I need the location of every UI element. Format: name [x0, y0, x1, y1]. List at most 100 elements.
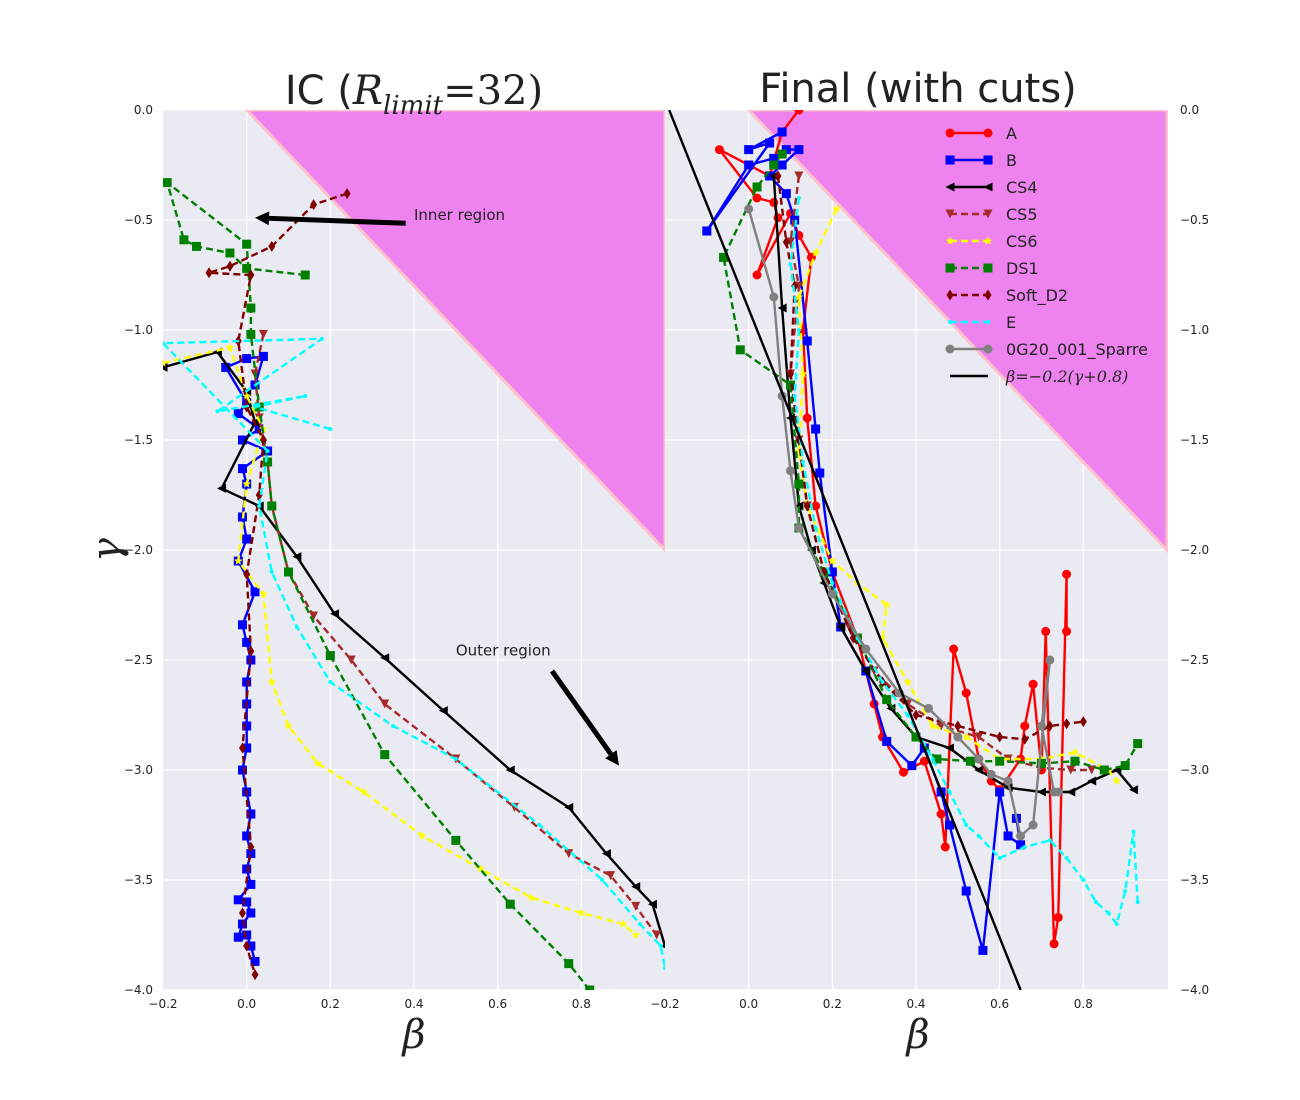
data-point: [246, 908, 256, 918]
data-point: [978, 945, 988, 955]
data-point: [250, 956, 260, 966]
data-point: [247, 645, 255, 657]
data-point: [259, 434, 267, 446]
data-point: [769, 197, 779, 207]
data-point: [898, 767, 908, 777]
data-point: [880, 680, 885, 684]
data-point: [246, 329, 256, 339]
data-point: [631, 930, 640, 939]
data-point: [215, 409, 220, 414]
series-line: [776, 175, 1084, 741]
data-point: [953, 732, 963, 742]
data-point: [945, 209, 955, 219]
data-point: [1037, 758, 1046, 768]
x-tick-label: −0.2: [650, 997, 679, 1011]
data-point: [658, 944, 663, 948]
x-tick-label: 0.2: [823, 997, 842, 1011]
data-point: [258, 351, 268, 361]
series-line: [668, 110, 1022, 990]
series-layer: [668, 110, 1143, 990]
data-point: [801, 460, 806, 464]
data-point: [945, 128, 955, 138]
data-point: [526, 893, 536, 902]
data-point: [250, 587, 260, 597]
data-point: [328, 427, 333, 431]
annotation-label: Inner region: [414, 206, 505, 224]
legend-label: CS5: [1006, 205, 1038, 224]
data-point: [537, 823, 542, 827]
y-tick-label: −1.5: [124, 433, 153, 447]
series-cs4: [163, 347, 665, 949]
series-line: [722, 153, 1139, 772]
data-point: [781, 189, 791, 199]
data-point: [284, 567, 293, 577]
data-point: [1064, 856, 1069, 860]
data-point: [945, 155, 955, 165]
data-point: [798, 369, 808, 378]
data-point: [861, 644, 871, 654]
data-point: [505, 765, 515, 775]
data-point: [242, 897, 252, 907]
data-point: [1079, 716, 1087, 728]
legend-entry-cs6: CS6: [945, 232, 1038, 251]
data-point: [310, 199, 318, 211]
data-point: [1037, 721, 1046, 731]
data-point: [663, 966, 665, 970]
panel-title: Final (with cuts): [759, 66, 1077, 112]
data-point: [796, 196, 801, 200]
data-point: [769, 292, 779, 302]
data-point: [237, 620, 247, 630]
data-point: [564, 849, 574, 859]
data-point: [453, 757, 458, 761]
data-point: [811, 501, 821, 511]
data-point: [986, 769, 996, 779]
data-point: [242, 354, 252, 364]
data-point: [702, 226, 712, 236]
data-point: [226, 260, 234, 272]
data-point: [1063, 718, 1071, 730]
data-point: [765, 138, 775, 148]
data-point: [744, 160, 754, 170]
legend-entry-e: E: [948, 313, 1016, 332]
data-point: [294, 625, 299, 629]
data-point: [1112, 776, 1122, 785]
data-point: [813, 526, 818, 530]
legend: AB CS4 CS5 CS6 DS1 Soft_D2 E 0G20_001_Sparre β=−…: [945, 124, 1148, 386]
data-point: [965, 756, 975, 766]
annotation-arrow: [550, 669, 613, 756]
data-point: [242, 743, 252, 753]
legend-entry-ds1: DS1: [945, 259, 1039, 278]
data-point: [246, 941, 256, 951]
data-point: [1133, 739, 1143, 749]
data-point: [1045, 655, 1055, 665]
data-point: [1129, 785, 1139, 795]
data-point: [631, 901, 641, 911]
data-point: [944, 743, 954, 753]
x-tick-label: 0.4: [906, 997, 925, 1011]
data-point: [932, 754, 942, 764]
data-point: [237, 919, 247, 929]
data-point: [267, 677, 276, 686]
data-point: [1099, 765, 1109, 775]
data-point: [343, 188, 351, 200]
data-point: [983, 344, 993, 354]
data-point: [794, 501, 804, 511]
data-point: [1093, 900, 1098, 904]
y-tick-label: −0.5: [124, 213, 153, 227]
data-point: [253, 405, 258, 409]
data-point: [782, 236, 790, 248]
data-point: [907, 761, 917, 771]
data-point: [257, 504, 262, 508]
data-point: [1081, 878, 1086, 882]
data-point: [744, 145, 754, 155]
panel-right: Final (with cuts) −0.2 0.0 0.2 0.4 0.6 0.8 0.…: [650, 66, 1209, 1058]
data-point: [242, 391, 251, 400]
data-point: [330, 609, 340, 619]
annotation-arrowhead: [605, 750, 619, 766]
data-point: [1047, 838, 1052, 843]
data-point: [1021, 733, 1029, 745]
data-point: [259, 589, 268, 598]
data-point: [930, 757, 935, 761]
data-point: [777, 127, 787, 137]
data-point: [948, 320, 952, 324]
